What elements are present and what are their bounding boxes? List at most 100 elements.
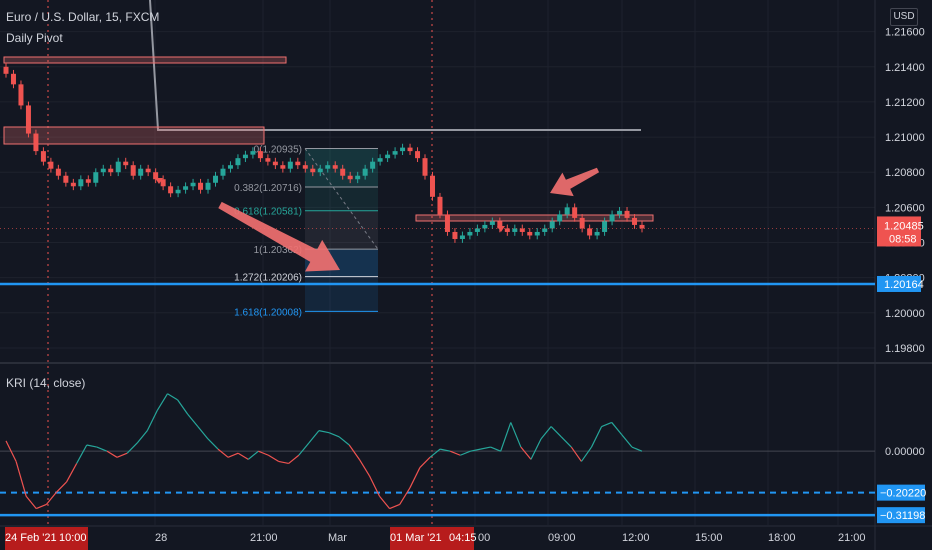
fibonacci-drawing[interactable]: 0(1.20935) 0.382(1.20716) 0.618(1.20581) 1(… <box>234 144 379 318</box>
candle-body <box>452 231 458 239</box>
kri-segment <box>268 454 279 462</box>
kri-segment <box>318 430 330 434</box>
time-tick-label: 00 <box>478 532 490 544</box>
time-tick-label: 28 <box>155 532 167 544</box>
pivot-indicator-title[interactable]: Daily Pivot <box>6 31 63 45</box>
pivot-drawings[interactable] <box>3 0 654 222</box>
price-tick-label: 1.20000 <box>885 308 925 320</box>
candle-body <box>287 161 293 169</box>
candle-body <box>108 168 114 173</box>
kri-segment <box>358 459 370 477</box>
fib-level-label: 1.618(1.20008) <box>234 307 302 318</box>
candle-body <box>482 224 488 229</box>
time-tick-label: 24 Feb '21 <box>5 532 57 544</box>
price-axis[interactable]: 1.21600 1.21400 1.21200 1.21000 1.20800 1.206… <box>877 27 926 524</box>
kri-segment <box>590 426 603 448</box>
arrow-left[interactable] <box>550 167 600 197</box>
kri-segment <box>409 467 421 489</box>
price-tick-label: 1.20600 <box>885 202 925 214</box>
candle-body <box>168 186 174 194</box>
time-axis[interactable]: 24 Feb '21 10:00 28 21:00 Mar 01 Mar '21 04:15… <box>5 527 866 550</box>
level-price-badge <box>877 275 921 292</box>
current-price-label: 1.20485 <box>884 220 924 232</box>
candle-body <box>220 168 226 176</box>
candle-body <box>564 207 570 215</box>
kri-segment <box>540 426 552 440</box>
candle-body <box>557 214 563 222</box>
pivot-zone-lower[interactable] <box>3 126 265 145</box>
kri-segment <box>368 475 381 497</box>
kri-segment <box>156 393 169 411</box>
arrow-down-right[interactable] <box>218 201 340 272</box>
currency-button[interactable]: USD <box>890 8 918 26</box>
candle-body <box>617 210 623 215</box>
price-tick-label: 1.21200 <box>885 97 925 109</box>
candle-body <box>422 158 428 176</box>
candle-body <box>310 168 316 173</box>
kri-segment <box>621 434 633 448</box>
kri-segment <box>389 503 400 510</box>
candle-body <box>123 161 129 166</box>
candle-body <box>25 105 31 134</box>
candle-body <box>429 175 435 197</box>
fib-trend-line[interactable] <box>304 148 379 250</box>
kri-segment <box>449 450 461 456</box>
kri-segment <box>500 422 512 452</box>
candle-body <box>542 228 548 232</box>
candle-body <box>549 221 555 229</box>
level-price-label: 1.20164 <box>884 279 924 291</box>
candle-body <box>257 151 263 159</box>
kri-level-badge <box>877 484 925 501</box>
candle-body <box>198 182 204 190</box>
kri-level-label: −0.20220 <box>880 488 926 500</box>
pivot-line[interactable] <box>149 0 641 131</box>
kri-indicator-title[interactable]: KRI (14, close) <box>6 376 86 390</box>
candle-body <box>265 158 271 162</box>
kri-level-badge <box>877 507 925 524</box>
candle-body <box>587 228 593 236</box>
kri-segment <box>550 426 562 438</box>
kri-segment <box>227 452 239 458</box>
kri-segment <box>439 448 451 452</box>
kri-segment <box>530 438 542 460</box>
kri-level-label: −0.31198 <box>880 510 925 522</box>
kri-segment <box>470 448 481 452</box>
candle-body <box>504 228 510 232</box>
kri-segment <box>5 440 17 462</box>
current-price-badge <box>877 216 921 247</box>
candle-body <box>624 210 630 218</box>
candle-body <box>138 168 144 176</box>
time-tick-label: 09:00 <box>548 532 576 544</box>
kri-segment <box>560 436 572 448</box>
candle-body <box>272 161 278 166</box>
candle-body <box>474 228 480 232</box>
candle-body <box>48 161 54 169</box>
kri-segment <box>298 442 310 456</box>
candle-body <box>145 168 151 173</box>
candle-body <box>100 168 106 173</box>
kri-segment <box>217 448 229 458</box>
fib-band[interactable] <box>305 210 378 250</box>
kri-segment <box>601 421 612 428</box>
candle-body <box>467 231 473 236</box>
candle-body <box>153 172 159 180</box>
candle-body <box>115 161 121 173</box>
candle-body <box>437 196 443 215</box>
resistance-zone[interactable] <box>415 214 654 222</box>
candle-body <box>227 165 233 169</box>
candle-body <box>205 182 211 190</box>
candle-body <box>497 221 503 229</box>
kri-segment <box>308 430 320 444</box>
candle-body <box>55 168 61 176</box>
kri-segment <box>611 422 623 436</box>
arrow-drawings[interactable] <box>218 167 600 272</box>
fib-level-label: 1(1.20362) <box>254 245 302 256</box>
pivot-zone-upper[interactable] <box>3 56 287 64</box>
fib-band[interactable] <box>305 276 378 312</box>
kri-segment <box>116 452 128 458</box>
kri-segment <box>520 446 532 460</box>
fib-band[interactable] <box>305 148 378 187</box>
candle-body <box>317 168 323 173</box>
kri-segment <box>96 446 108 452</box>
